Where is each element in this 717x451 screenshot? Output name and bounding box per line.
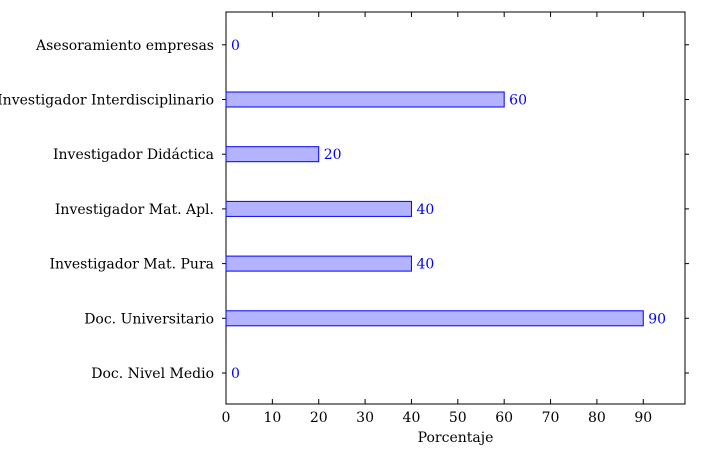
x-tick-label: 0 <box>222 410 231 426</box>
x-tick-label: 80 <box>588 410 606 426</box>
bar <box>225 146 320 163</box>
data-label: 40 <box>416 202 434 218</box>
x-tick-labels: 0 10 20 30 40 50 60 70 80 90 <box>222 410 653 426</box>
data-label: 90 <box>648 311 666 327</box>
data-labels: 0 90 40 40 20 60 0 <box>231 38 666 382</box>
data-label: 0 <box>231 38 240 54</box>
x-tick-label: 30 <box>356 410 374 426</box>
category-label: Doc. Nivel Medio <box>91 366 214 382</box>
data-label: 60 <box>509 93 527 109</box>
x-tick-label: 90 <box>634 410 652 426</box>
category-label: Doc. Universitario <box>84 311 214 327</box>
category-label: Investigador Mat. Apl. <box>55 202 214 218</box>
axis-ticks <box>222 12 689 404</box>
bar <box>225 255 412 272</box>
x-tick-label: 10 <box>263 410 281 426</box>
x-tick-label: 60 <box>495 410 513 426</box>
bar <box>225 310 644 327</box>
category-label: Asesoramiento empresas <box>35 38 214 54</box>
category-label: Investigador Interdisciplinario <box>0 93 214 109</box>
category-label: Investigador Didáctica <box>53 147 214 163</box>
x-tick-label: 40 <box>403 410 421 426</box>
x-tick-label: 20 <box>310 410 328 426</box>
x-tick-label: 70 <box>542 410 560 426</box>
category-label: Investigador Mat. Pura <box>49 257 214 273</box>
data-label: 20 <box>324 147 342 163</box>
bar <box>225 200 412 217</box>
x-axis-label: Porcentaje <box>418 430 494 446</box>
x-tick-label: 50 <box>449 410 467 426</box>
bars <box>225 91 644 327</box>
data-label: 40 <box>416 257 434 273</box>
bar <box>225 91 505 108</box>
data-label: 0 <box>231 366 240 382</box>
category-labels: Doc. Nivel Medio Doc. Universitario Invest… <box>0 38 214 382</box>
